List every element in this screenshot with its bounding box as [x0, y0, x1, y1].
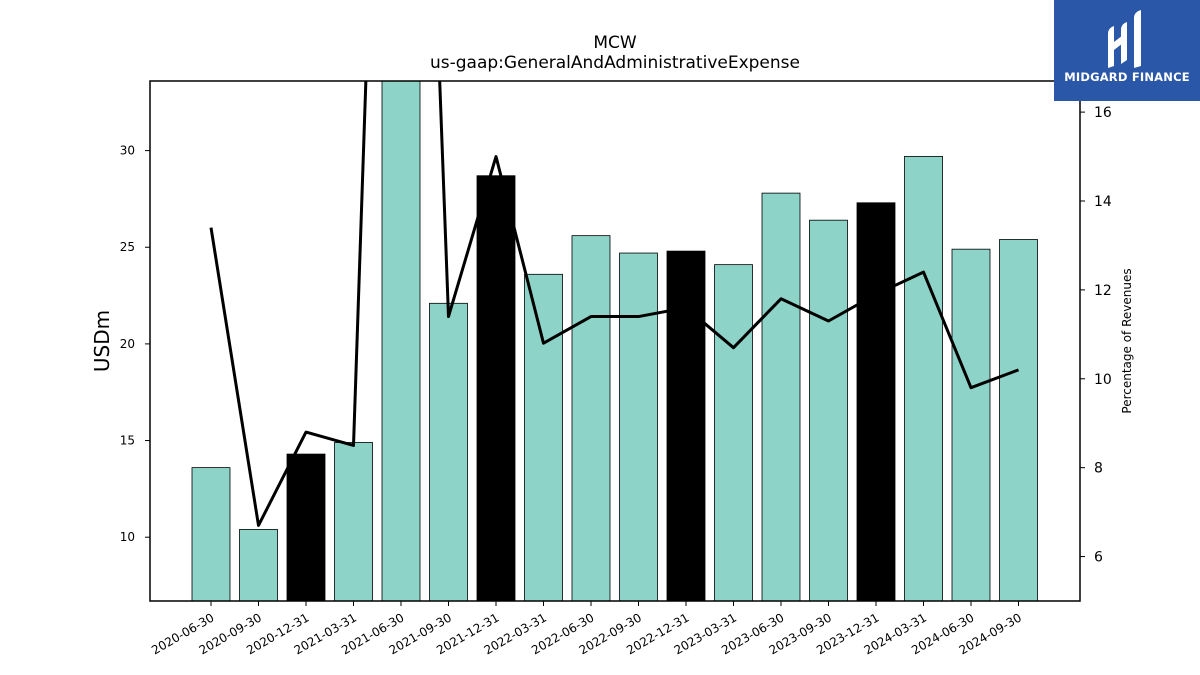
bar-2022-12-31: [666, 250, 706, 601]
y-tick-label-25: 25: [120, 240, 135, 254]
midgard-finance-logo: MIDGARD FINANCE: [1054, 0, 1200, 101]
y-axis-left-label: USDm: [90, 310, 114, 372]
chart-subtitle: us-gaap:GeneralAndAdministrativeExpense: [430, 53, 800, 73]
y-right-tick-label-6: 6: [1094, 550, 1103, 566]
bar-2024-09-30: [999, 239, 1038, 601]
x-axis: 2020-06-302020-09-302020-12-312021-03-31…: [149, 601, 1024, 657]
y-axis-left: 10 15 20 25 30: [120, 144, 150, 544]
bar-2023-09-30: [809, 219, 848, 601]
midgard-logo-icon: [1108, 10, 1141, 68]
bar-2021-06-30: [381, 81, 421, 601]
bar-2024-03-31: [904, 155, 943, 601]
bar-series: [191, 81, 1038, 601]
bar-2023-06-30: [761, 192, 801, 601]
percentage-line: [209, 81, 1020, 527]
y-tick-label-30: 30: [120, 144, 135, 158]
y-axis-right: 6 8 10 12 14 16: [1080, 105, 1112, 566]
y-right-tick-label-10: 10: [1094, 372, 1112, 388]
y-tick-label-15: 15: [120, 434, 135, 448]
y-right-tick-label-16: 16: [1094, 105, 1112, 121]
bar-2022-06-30: [571, 235, 611, 601]
bar-2020-06-30: [191, 467, 231, 601]
y-right-tick-label-8: 8: [1094, 461, 1103, 477]
y-right-tick-label-14: 14: [1094, 194, 1112, 210]
logo-text: MIDGARD FINANCE: [1064, 70, 1190, 84]
bar-2021-03-31: [334, 442, 373, 601]
percentage-line-series: [209, 81, 1020, 527]
bar-2020-09-30: [239, 529, 278, 601]
y-axis-right-label: Percentage of Revenues: [1120, 268, 1134, 413]
bar-2020-12-31: [286, 453, 326, 601]
y-right-tick-label-12: 12: [1094, 283, 1112, 299]
plot-frame: [149, 80, 1081, 602]
bar-2023-12-31: [856, 202, 896, 601]
bar-2021-12-31: [476, 175, 516, 601]
y-tick-label-20: 20: [120, 337, 135, 351]
bar-2022-03-31: [524, 273, 563, 601]
y-tick-label-10: 10: [120, 530, 135, 544]
bar-2024-06-30: [951, 248, 991, 601]
bar-2022-09-30: [619, 252, 658, 601]
chart-title: MCW: [593, 33, 637, 53]
bar-2023-03-31: [714, 264, 753, 601]
bar-2021-09-30: [429, 302, 468, 601]
